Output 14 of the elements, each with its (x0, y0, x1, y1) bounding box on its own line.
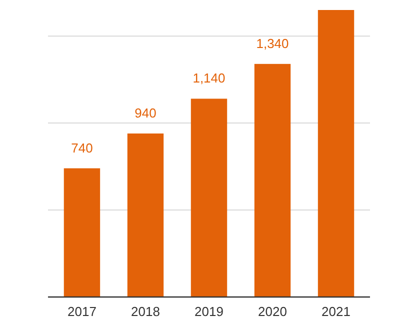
data-label: 1,140 (192, 70, 226, 86)
bar (64, 168, 100, 297)
bar (190, 98, 228, 297)
bar (318, 10, 354, 297)
x-tick-label: 2020 (258, 304, 287, 319)
bar (127, 133, 164, 297)
data-label: 740 (71, 140, 93, 156)
x-tick-label: 2018 (131, 304, 160, 319)
x-tick-label: 2021 (322, 304, 350, 319)
x-tick-label: 2019 (194, 304, 224, 319)
data-label: 940 (134, 105, 156, 120)
x-tick-label: 2017 (68, 304, 96, 319)
data-label: 1,340 (256, 36, 289, 51)
bar (254, 64, 291, 297)
